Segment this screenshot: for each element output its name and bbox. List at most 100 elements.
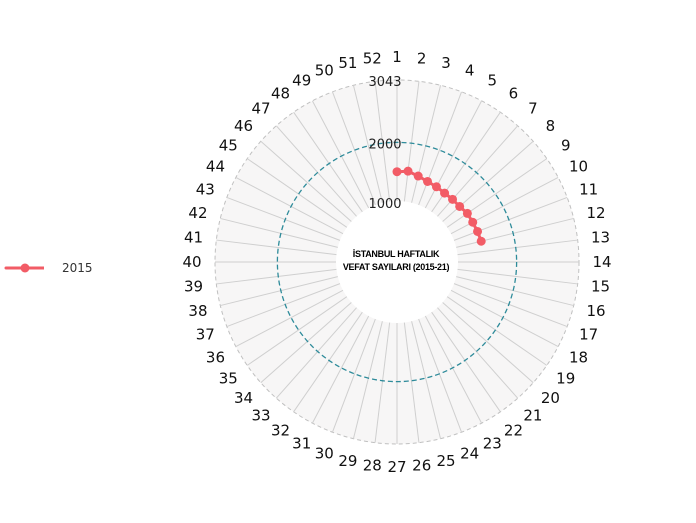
spoke-week-23 (424, 315, 483, 424)
reference-circle-2000 (276, 141, 518, 383)
week-label-30: 30 (315, 445, 334, 463)
week-label-18: 18 (569, 348, 588, 366)
data-point-week-9 (462, 208, 472, 218)
spoke-week-35 (246, 296, 348, 366)
week-label-12: 12 (586, 204, 605, 222)
spoke-week-44 (235, 176, 344, 235)
week-label-5: 5 (487, 71, 497, 89)
spoke-week-42 (220, 217, 338, 248)
week-label-1: 1 (392, 48, 402, 66)
week-label-19: 19 (556, 369, 575, 387)
data-point-week-10 (468, 217, 478, 227)
chart-title: İSTANBUL HAFTALIK VEFAT SAYILARI (2015-2… (296, 248, 496, 274)
spoke-week-45 (246, 158, 348, 228)
week-label-34: 34 (234, 389, 253, 407)
spoke-week-16 (456, 276, 574, 307)
week-label-2: 2 (417, 49, 427, 67)
spoke-week-2 (403, 81, 420, 202)
spoke-week-34 (260, 302, 352, 384)
legend: 2015 (4, 258, 93, 278)
spoke-week-15 (457, 268, 578, 285)
spoke-week-30 (331, 318, 376, 433)
week-label-48: 48 (271, 84, 290, 102)
week-label-15: 15 (591, 278, 610, 296)
chart-title-line-1: İSTANBUL HAFTALIK (352, 249, 440, 259)
week-label-7: 7 (528, 100, 538, 118)
spoke-week-39 (216, 268, 337, 285)
week-label-16: 16 (586, 302, 605, 320)
week-label-52: 52 (363, 49, 382, 67)
week-label-14: 14 (592, 253, 611, 271)
week-label-26: 26 (412, 457, 431, 475)
week-label-51: 51 (338, 54, 357, 72)
reference-circles (276, 141, 518, 383)
spoke-week-51 (352, 85, 383, 203)
spoke-week-24 (418, 318, 463, 433)
inner-hole (336, 201, 458, 323)
data-point-week-5 (431, 182, 441, 192)
data-point-week-11 (473, 226, 483, 236)
week-label-45: 45 (219, 137, 238, 155)
data-series (392, 166, 486, 246)
legend-label-2015: 2015 (62, 261, 93, 275)
week-label-23: 23 (483, 435, 502, 453)
week-label-4: 4 (465, 61, 475, 79)
week-label-10: 10 (569, 158, 588, 176)
week-label-25: 25 (437, 452, 456, 470)
week-label-42: 42 (188, 204, 207, 222)
spoke-week-12 (456, 217, 574, 248)
week-label-29: 29 (338, 452, 357, 470)
week-label-43: 43 (196, 180, 215, 198)
week-label-31: 31 (292, 435, 311, 453)
data-point-week-12 (476, 236, 486, 246)
legend-swatch-2015 (4, 263, 44, 273)
week-label-9: 9 (561, 137, 571, 155)
week-label-8: 8 (546, 117, 556, 135)
chart-background (214, 79, 580, 445)
data-point-week-6 (440, 188, 450, 198)
spoke-week-22 (431, 311, 501, 413)
week-label-35: 35 (219, 369, 238, 387)
week-label-37: 37 (196, 326, 215, 344)
spoke-week-36 (235, 289, 344, 348)
data-point-week-7 (448, 194, 458, 204)
week-label-13: 13 (591, 228, 610, 246)
spoke-week-37 (226, 283, 341, 328)
spoke-week-41 (216, 239, 337, 256)
radial-tick-labels: 1000 2000 3043 (368, 75, 401, 212)
week-label-39: 39 (184, 278, 203, 296)
week-label-11: 11 (579, 180, 598, 198)
spoke-week-18 (450, 289, 559, 348)
spoke-week-47 (275, 125, 357, 217)
radial-tick-1000: 1000 (368, 197, 401, 212)
week-label-41: 41 (184, 228, 203, 246)
week-label-32: 32 (271, 422, 290, 440)
spoke-week-11 (453, 196, 568, 241)
spoke-week-29 (352, 321, 383, 439)
spoke-week-49 (311, 100, 370, 209)
spoke-week-4 (418, 91, 463, 206)
week-labels: 1 2 3 4567891011121314151617181920212223242… (182, 48, 611, 476)
week-label-36: 36 (206, 348, 225, 366)
data-point-week-2 (403, 166, 413, 176)
data-point-week-8 (455, 201, 465, 211)
week-label-17: 17 (579, 326, 598, 344)
week-label-28: 28 (363, 457, 382, 475)
data-point-week-4 (423, 176, 433, 186)
week-label-20: 20 (541, 389, 560, 407)
spoke-week-43 (226, 196, 341, 241)
spoke-week-13 (457, 239, 578, 256)
spoke-week-21 (437, 307, 519, 399)
week-label-47: 47 (252, 100, 271, 118)
week-label-21: 21 (523, 406, 542, 424)
radial-tick-3043: 3043 (368, 75, 401, 90)
spoke-week-3 (411, 85, 442, 203)
spoke-week-46 (260, 140, 352, 222)
data-point-week-1 (392, 167, 402, 177)
spoke-week-32 (293, 311, 363, 413)
week-label-49: 49 (292, 71, 311, 89)
week-label-24: 24 (460, 445, 479, 463)
week-label-38: 38 (188, 302, 207, 320)
spoke-week-19 (446, 296, 548, 366)
